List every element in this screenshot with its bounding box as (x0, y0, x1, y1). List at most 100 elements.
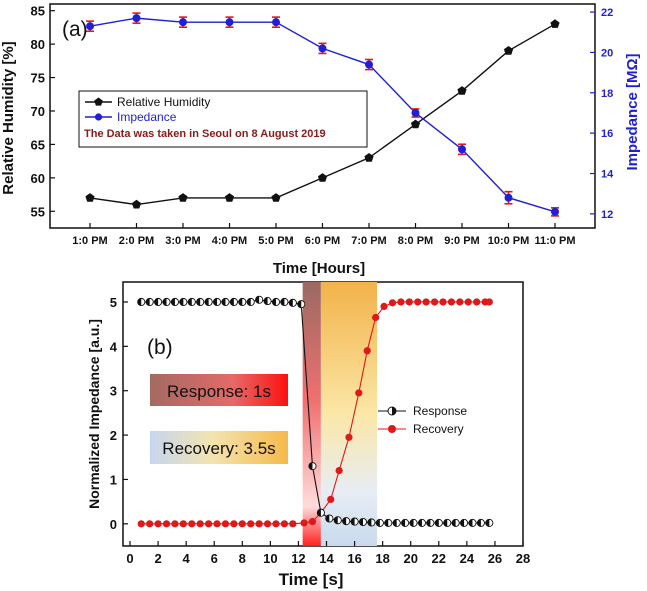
panel-b-ylabel: Normalized Impedance [a.u.] (86, 319, 102, 509)
response-point (451, 518, 460, 527)
impedance-point (504, 193, 513, 202)
recovery-point (363, 347, 371, 355)
response-point (392, 518, 401, 527)
x-tick-label: 12 (291, 551, 305, 566)
response-point (297, 300, 306, 309)
response-point-half (443, 519, 448, 527)
recovery-point (414, 298, 422, 306)
y-tick-label: 3 (110, 384, 117, 399)
x-tick-label: 11:0 PM (535, 235, 576, 247)
impedance-point (411, 108, 420, 117)
panel-a-series (85, 12, 560, 217)
recovery-point (188, 520, 196, 528)
left-tick-label: 80 (31, 37, 45, 52)
response-point-half (154, 298, 159, 306)
response-point-half (317, 509, 321, 517)
response-point (280, 297, 289, 307)
response-point (255, 295, 264, 304)
recovery-point (272, 520, 280, 528)
response-point-half (280, 298, 285, 306)
panel-a-axis-ticks: 55 60 65 70 75 80 85 12 14 16 18 20 22 1:0 PM 2:0 PM 3:… (31, 4, 615, 247)
response-point (468, 518, 477, 527)
right-tick-label: 14 (601, 169, 614, 181)
response-point-half (367, 518, 372, 527)
recovery-window-shade (320, 282, 378, 546)
response-point-half (350, 517, 355, 526)
response-point-half (485, 519, 490, 527)
recovery-point (289, 520, 297, 528)
rh-point (271, 193, 281, 202)
response-point-half (342, 517, 347, 525)
response-point-half (452, 519, 456, 527)
recovery-point (335, 466, 343, 475)
response-point-half (213, 298, 218, 306)
rh-point (550, 19, 560, 28)
response-point-half (263, 297, 268, 305)
impedance-point (365, 60, 373, 69)
response-point (179, 297, 188, 307)
rh-point (457, 86, 467, 95)
recovery-point (300, 519, 308, 527)
y-tick-label: 4 (110, 339, 118, 354)
x-tick-label: 5:0 PM (258, 235, 293, 247)
response-point-half (376, 519, 380, 527)
response-point-half (418, 519, 422, 527)
response-point (246, 297, 255, 307)
response-point (417, 518, 426, 527)
response-point (409, 518, 418, 527)
recovery-box-label: Recovery: 3.5s (162, 439, 275, 458)
response-point (308, 462, 317, 471)
panel-b-label: (b) (147, 336, 173, 359)
response-point-half (401, 519, 406, 527)
left-tick-label: 65 (31, 137, 45, 152)
response-point-half (146, 298, 150, 306)
x-tick-label: 28 (516, 551, 530, 566)
legend-recovery-marker (388, 425, 396, 433)
response-point (443, 518, 452, 527)
recovery-point (221, 520, 230, 528)
response-point (375, 518, 384, 527)
rh-point (364, 153, 374, 162)
legend-imp-marker (94, 113, 103, 121)
response-point-half (238, 298, 243, 306)
rh-point (85, 193, 95, 202)
left-tick-label: 70 (31, 104, 45, 119)
x-tick-label: 10:0 PM (488, 235, 530, 247)
x-tick-label: 16 (347, 551, 361, 566)
response-point (145, 297, 154, 307)
recovery-point (345, 433, 353, 441)
response-point-half (289, 299, 293, 307)
response-point (401, 518, 410, 527)
recovery-point (447, 298, 456, 306)
panel-a-legend: Relative Humidity Impedance The Data was… (78, 90, 368, 148)
panel-b-xlabel: Time [s] (279, 570, 344, 589)
rh-point (224, 193, 235, 202)
response-point-half (477, 519, 481, 527)
x-tick-label: 24 (460, 551, 475, 566)
recovery-point (397, 298, 405, 306)
rh-point (317, 173, 328, 182)
response-point (204, 297, 213, 307)
recovery-point (280, 520, 289, 528)
recovery-point (372, 313, 380, 322)
recovery-point (464, 298, 472, 306)
x-tick-label: 4 (183, 551, 191, 566)
response-point-half (384, 519, 389, 527)
response-point-half (188, 298, 192, 306)
x-tick-label: 9:0 PM (444, 235, 479, 247)
left-tick-label: 75 (31, 71, 45, 86)
response-point (170, 297, 179, 307)
response-box-label: Response: 1s (167, 382, 271, 401)
rh-point (410, 119, 421, 129)
impedance-point (551, 207, 559, 216)
x-tick-label: 10 (263, 551, 277, 566)
response-point (384, 518, 393, 527)
response-box (150, 374, 288, 406)
impedance-point (86, 22, 94, 31)
response-point-half (393, 519, 397, 527)
x-tick-label: 26 (488, 551, 502, 566)
response-point (154, 297, 163, 307)
response-point (350, 517, 359, 526)
legend-response-marker-fill (392, 407, 396, 415)
